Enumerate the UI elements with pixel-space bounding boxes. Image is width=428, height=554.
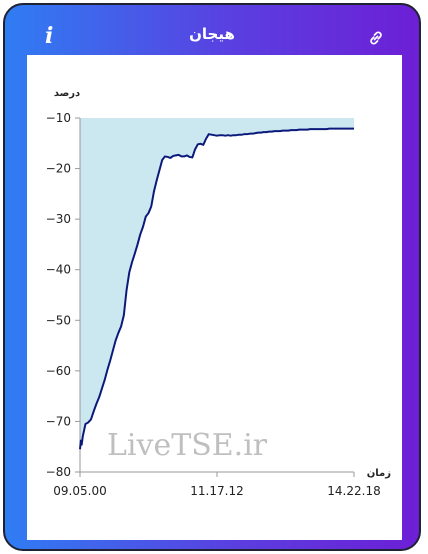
y-tick-label: −20 bbox=[46, 162, 71, 176]
x-tick-label: 09.05.00 bbox=[53, 484, 106, 498]
chart-panel: −10 −20 −30 −40 −50 −60 −70 −80 09.05.00 11.17.12… bbox=[27, 55, 402, 540]
chart-title: هیجان bbox=[189, 25, 235, 43]
y-tick-label: −30 bbox=[46, 212, 71, 226]
y-tick-label: −50 bbox=[46, 313, 71, 327]
chart-card: i هیجان −10 −20 −30 −40 −50 −60 −70 −80 09.05.00… bbox=[3, 3, 421, 551]
area-fill bbox=[80, 118, 354, 450]
y-axis-label: درصد bbox=[54, 88, 80, 99]
x-tick-label: 14.22.18 bbox=[327, 484, 380, 498]
x-axis-label: زمان bbox=[367, 468, 391, 479]
chart-svg: −10 −20 −30 −40 −50 −60 −70 −80 09.05.00 11.17.12… bbox=[46, 88, 392, 498]
y-tick-label: −60 bbox=[46, 364, 71, 378]
y-tick-label: −10 bbox=[46, 111, 71, 125]
y-tick-label: −70 bbox=[46, 414, 71, 428]
link-icon[interactable] bbox=[367, 29, 385, 47]
y-tick-label: −80 bbox=[46, 465, 71, 479]
y-tick-label: −40 bbox=[46, 263, 71, 277]
series-line bbox=[79, 127, 354, 450]
watermark: LiveTSE.ir bbox=[107, 428, 268, 463]
card-header: i هیجان bbox=[5, 5, 419, 53]
info-icon[interactable]: i bbox=[45, 23, 54, 49]
x-tick-label: 11.17.12 bbox=[190, 484, 243, 498]
